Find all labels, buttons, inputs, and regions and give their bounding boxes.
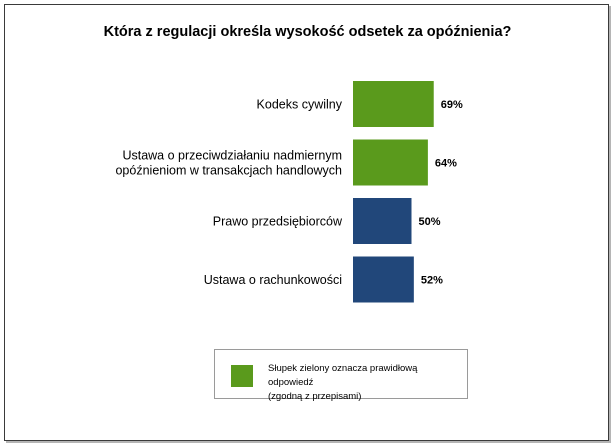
legend: Słupek zielony oznacza prawidłową odpowi… <box>214 349 468 402</box>
bars-layer: Kodeks cywilny 69% Ustawa o przeciwdziałan… <box>115 81 463 303</box>
legend-text: Słupek zielony oznacza prawidłową odpowi… <box>268 363 418 402</box>
bar-1 <box>353 81 434 127</box>
category-label-3: Prawo przedsiębiorców <box>213 215 343 229</box>
legend-swatch-green <box>231 365 253 387</box>
category-label-2: Ustawa o przeciwdziałaniu nadmiernym opóź… <box>115 149 342 178</box>
value-label-4: 52% <box>421 275 443 287</box>
chart-title: Która z regulacji określa wysokość odset… <box>103 24 512 40</box>
category-label-4: Ustawa o rachunkowości <box>204 273 342 287</box>
bar-3 <box>353 198 412 244</box>
bar-2 <box>353 139 428 186</box>
category-label-1: Kodeks cywilny <box>257 98 343 112</box>
bar-4 <box>353 256 414 303</box>
value-label-3: 50% <box>419 216 441 228</box>
value-label-1: 69% <box>441 99 463 111</box>
value-label-2: 64% <box>435 158 457 170</box>
